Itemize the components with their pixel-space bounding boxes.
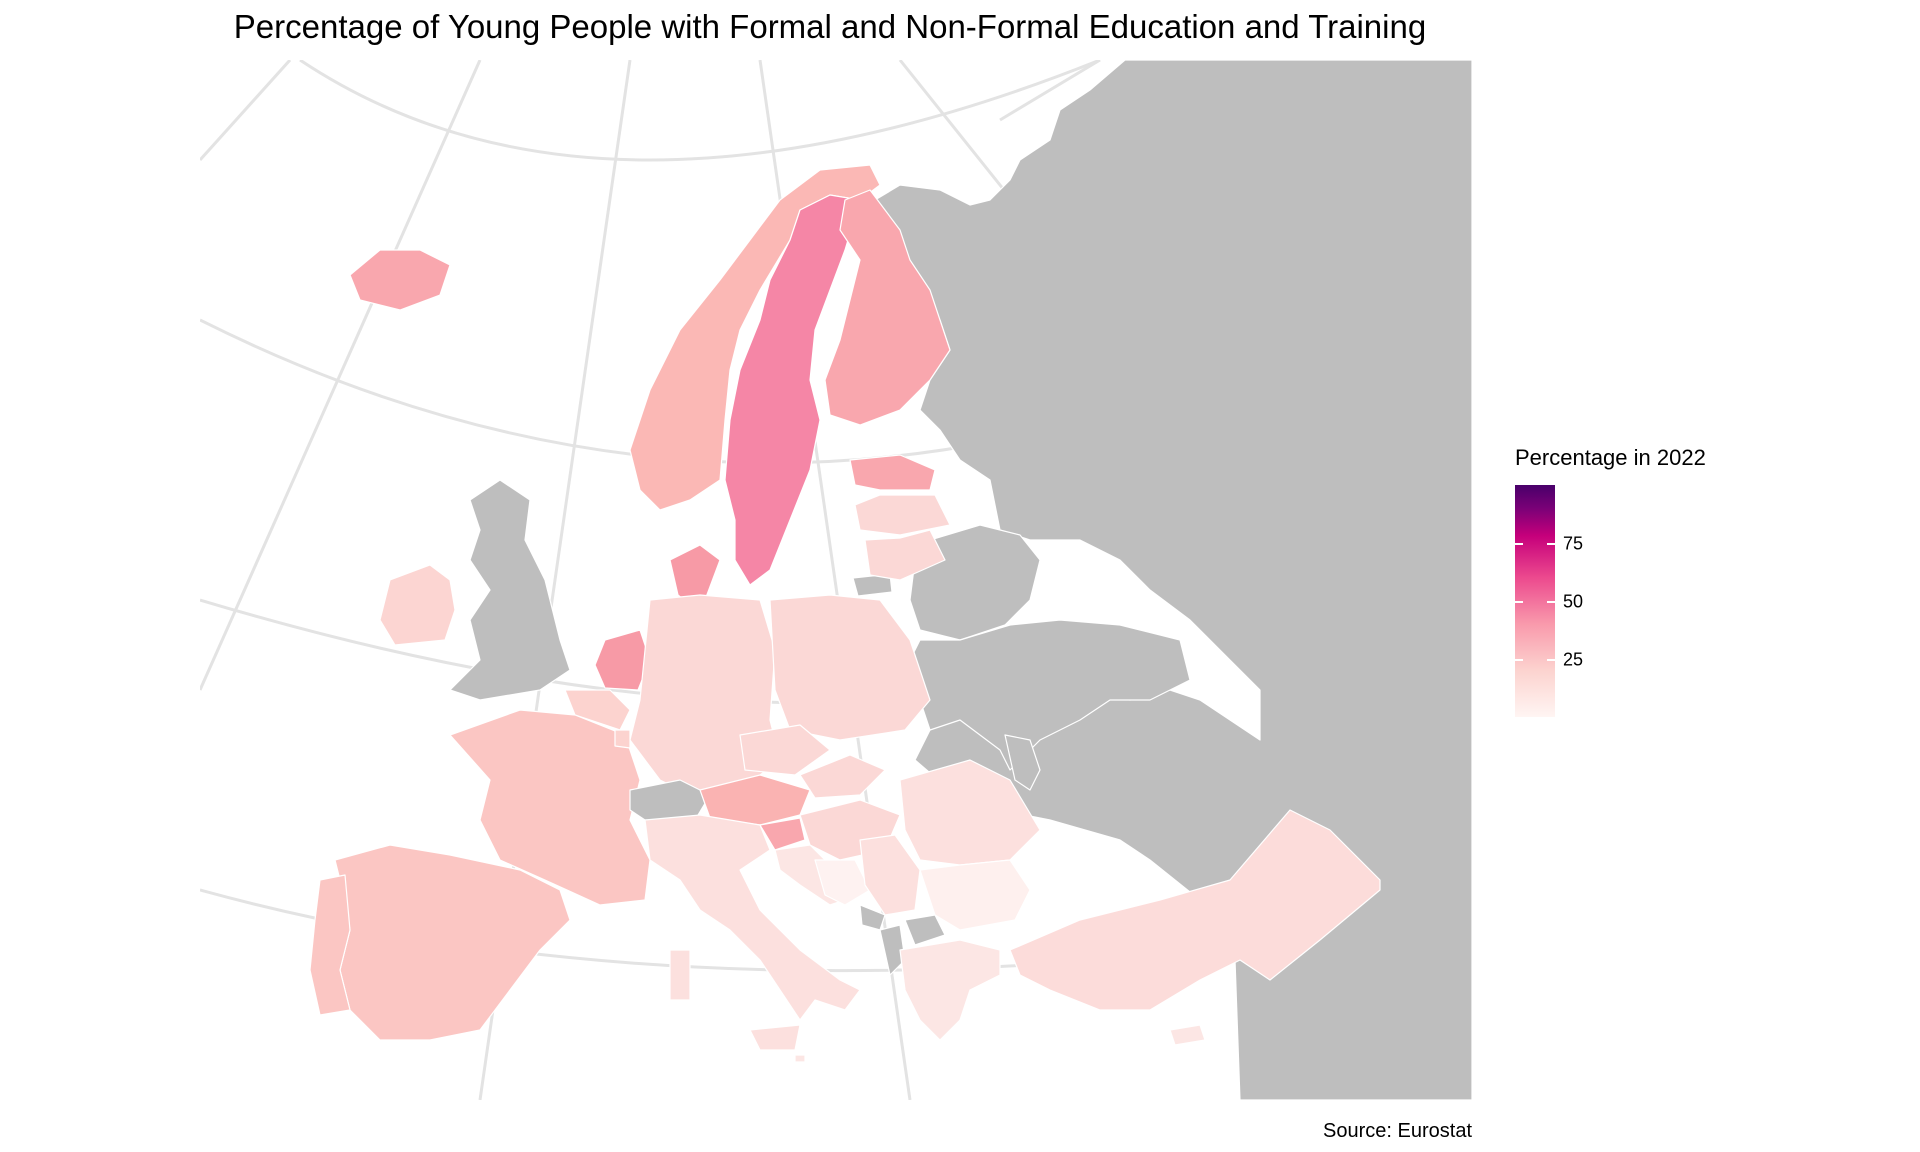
legend-tick-mark [1515,543,1523,545]
chart-title: Percentage of Young People with Formal a… [233,8,1427,45]
country-turkey [1009,809,1381,1011]
country-greece [899,939,1001,1041]
country-cyprus [1169,1024,1206,1046]
country-italy-sicily [749,1024,801,1051]
country-malta [794,1054,806,1063]
country-iceland [349,249,451,311]
legend-tick-label: 25 [1563,649,1584,670]
country-poland [769,594,931,741]
country-bosnia [814,859,871,906]
country-bulgaria [919,859,1031,931]
country-ireland [379,564,456,646]
legend: Percentage in 2022 75 50 25 [1515,445,1775,717]
country-serbia [859,834,921,916]
country-ukraine [904,619,1191,771]
country-belgium [564,689,631,731]
legend-tick-mark [1547,659,1555,661]
graticule-line [299,60,1101,162]
legend-title: Percentage in 2022 [1515,445,1706,470]
source-caption: Source: Eurostat [1323,1120,1472,1142]
legend-tick-mark [1515,659,1523,661]
country-finland [824,189,951,426]
country-slovakia [799,754,886,799]
country-estonia [849,454,936,491]
legend-tick-mark [1547,543,1555,545]
country-czechia [739,724,831,776]
legend-tick-label: 50 [1563,591,1584,612]
map-panel [200,60,1472,1100]
countries [309,60,1472,1100]
country-latvia [854,494,951,536]
legend-tick-mark [1547,601,1555,603]
graticule-line [999,60,1101,122]
graticule-line [200,60,292,162]
legend-tick-label: 75 [1563,533,1584,554]
country-portugal [309,874,351,1016]
country-france [449,709,651,906]
country-italy-sardinia [669,949,691,1001]
country-lithuania [864,529,946,581]
country-united-kingdom [449,479,571,701]
country-north-macedonia [904,914,946,946]
country-netherlands [594,629,651,691]
europe-map [200,60,1472,1100]
country-moldova [1004,734,1041,791]
country-slovenia [759,817,806,851]
legend-tick-mark [1515,601,1523,603]
graticule-line [200,60,482,691]
country-italy [644,814,861,1021]
country-luxembourg [614,729,631,749]
